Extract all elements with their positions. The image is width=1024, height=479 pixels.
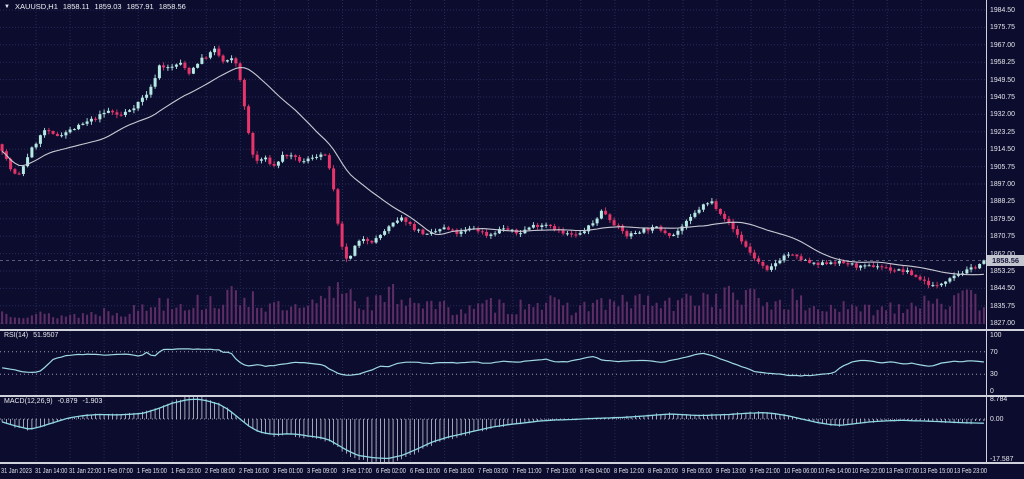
current-price-tag: 1858.56 [987, 254, 1024, 266]
time-axis-label: 31 Jan 22:00 [69, 468, 102, 475]
price-axis-label: 1879.50 [990, 213, 1015, 223]
time-axis-label: 9 Feb 05:00 [682, 468, 712, 475]
panel-separator[interactable] [0, 395, 1024, 397]
price-axis-label: 1967.00 [990, 39, 1015, 49]
time-axis-label: 6 Feb 02:00 [375, 468, 406, 475]
chart-symbol-label: XAUUSD,H1 [14, 2, 58, 11]
panel-separator[interactable] [0, 462, 1024, 464]
time-axis-label: 1 Feb 07:00 [103, 468, 134, 475]
macd-value: -0.879 [57, 398, 78, 405]
time-axis-label: 9 Feb 21:00 [750, 468, 780, 475]
macd-signal-value: -1.903 [82, 398, 103, 405]
macd-axis-label: 0.00 [990, 414, 1004, 423]
rsi-axis-label: 30 [990, 369, 998, 379]
ohlc-open: 1858.11 [62, 2, 90, 11]
time-axis-label: 10 Feb 14:00 [818, 468, 852, 475]
rsi-label: RSI(14) 51.9507 [4, 332, 58, 339]
chart-symbol-icon[interactable]: ▼ [4, 3, 10, 10]
rsi-indicator-chart[interactable] [0, 331, 986, 395]
price-axis-label: 1870.75 [990, 231, 1015, 241]
time-axis-label: 6 Feb 10:00 [409, 468, 440, 475]
price-axis-label: 1827.00 [990, 318, 1015, 328]
macd-axis-label: 8.784 [990, 394, 1008, 403]
ohlc-low: 1857.91 [126, 2, 154, 11]
rsi-axis-label: 0 [990, 386, 994, 395]
ohlc-high: 1859.03 [94, 2, 122, 11]
time-axis-label: 3 Feb 09:00 [307, 468, 338, 475]
price-axis-label: 1975.75 [990, 22, 1015, 32]
time-axis-label: 13 Feb 07:00 [886, 468, 920, 475]
time-axis-label: 3 Feb 01:00 [273, 468, 304, 475]
macd-axis-label: -17.587 [990, 454, 1014, 463]
time-axis-label: 10 Feb 06:00 [784, 468, 818, 475]
price-axis-label: 1932.00 [990, 109, 1015, 119]
price-axis-label: 1888.25 [990, 196, 1015, 206]
time-axis-label: 31 Jan 2023 [1, 468, 32, 475]
time-axis-label: 31 Jan 14:00 [35, 468, 68, 475]
macd-indicator-chart[interactable] [0, 397, 986, 462]
time-axis-label: 10 Feb 22:00 [852, 468, 886, 475]
price-axis-label: 1984.50 [990, 5, 1015, 14]
price-axis-label: 1949.50 [990, 74, 1015, 84]
macd-name: MACD(12,26,9) [4, 398, 53, 405]
price-axis-label: 1844.50 [990, 283, 1015, 293]
time-axis-label: 13 Feb 23:00 [954, 468, 988, 475]
time-axis-label: 1 Feb 23:00 [171, 468, 202, 475]
time-axis-label: 2 Feb 16:00 [239, 468, 270, 475]
price-axis-label: 1897.00 [990, 179, 1015, 188]
time-axis-label: 8 Feb 04:00 [579, 468, 610, 475]
time-axis-label: 8 Feb 12:00 [613, 468, 644, 475]
price-axis-label: 1940.75 [990, 92, 1015, 101]
candlestick-chart[interactable] [0, 0, 986, 329]
price-axis-label: 1923.25 [990, 126, 1015, 136]
time-axis-label: 1 Feb 15:00 [137, 468, 168, 475]
time-axis-label: 7 Feb 03:00 [477, 468, 508, 475]
price-axis-label: 1835.75 [990, 300, 1015, 310]
time-axis-label: 8 Feb 20:00 [647, 468, 678, 475]
rsi-axis-label: 100 [990, 330, 1002, 339]
rsi-value: 51.9507 [33, 332, 59, 339]
panel-separator[interactable] [0, 329, 1024, 331]
price-axis-label: 1853.25 [990, 266, 1015, 275]
rsi-axis-label: 70 [990, 346, 998, 356]
chart-title-overlay: ▼ XAUUSD,H1 1858.11 1859.03 1857.91 1858… [4, 2, 186, 11]
time-axis-label: 2 Feb 08:00 [205, 468, 236, 475]
rsi-name: RSI(14) [4, 332, 29, 339]
price-axis-label: 1862.00 [990, 248, 1015, 258]
time-axis-label: 3 Feb 17:00 [341, 468, 372, 475]
macd-label: MACD(12,26,9) -0.879 -1.903 [4, 398, 102, 405]
price-axis-label: 1914.50 [990, 144, 1015, 154]
price-axis-label: 1905.75 [990, 161, 1015, 171]
price-axis-label: 1958.25 [990, 57, 1015, 67]
price-axis-divider [986, 0, 987, 464]
time-axis-label: 13 Feb 15:00 [920, 468, 954, 475]
ohlc-close: 1858.56 [158, 2, 186, 11]
time-axis[interactable]: 31 Jan 2023 31 Jan 14:00 31 Jan 22:00 1 Feb… [0, 464, 1024, 479]
time-axis-label: 7 Feb 19:00 [545, 468, 576, 475]
time-axis-label: 9 Feb 13:00 [716, 468, 746, 475]
time-axis-label: 7 Feb 11:00 [511, 468, 542, 475]
time-axis-label: 6 Feb 18:00 [443, 468, 474, 475]
